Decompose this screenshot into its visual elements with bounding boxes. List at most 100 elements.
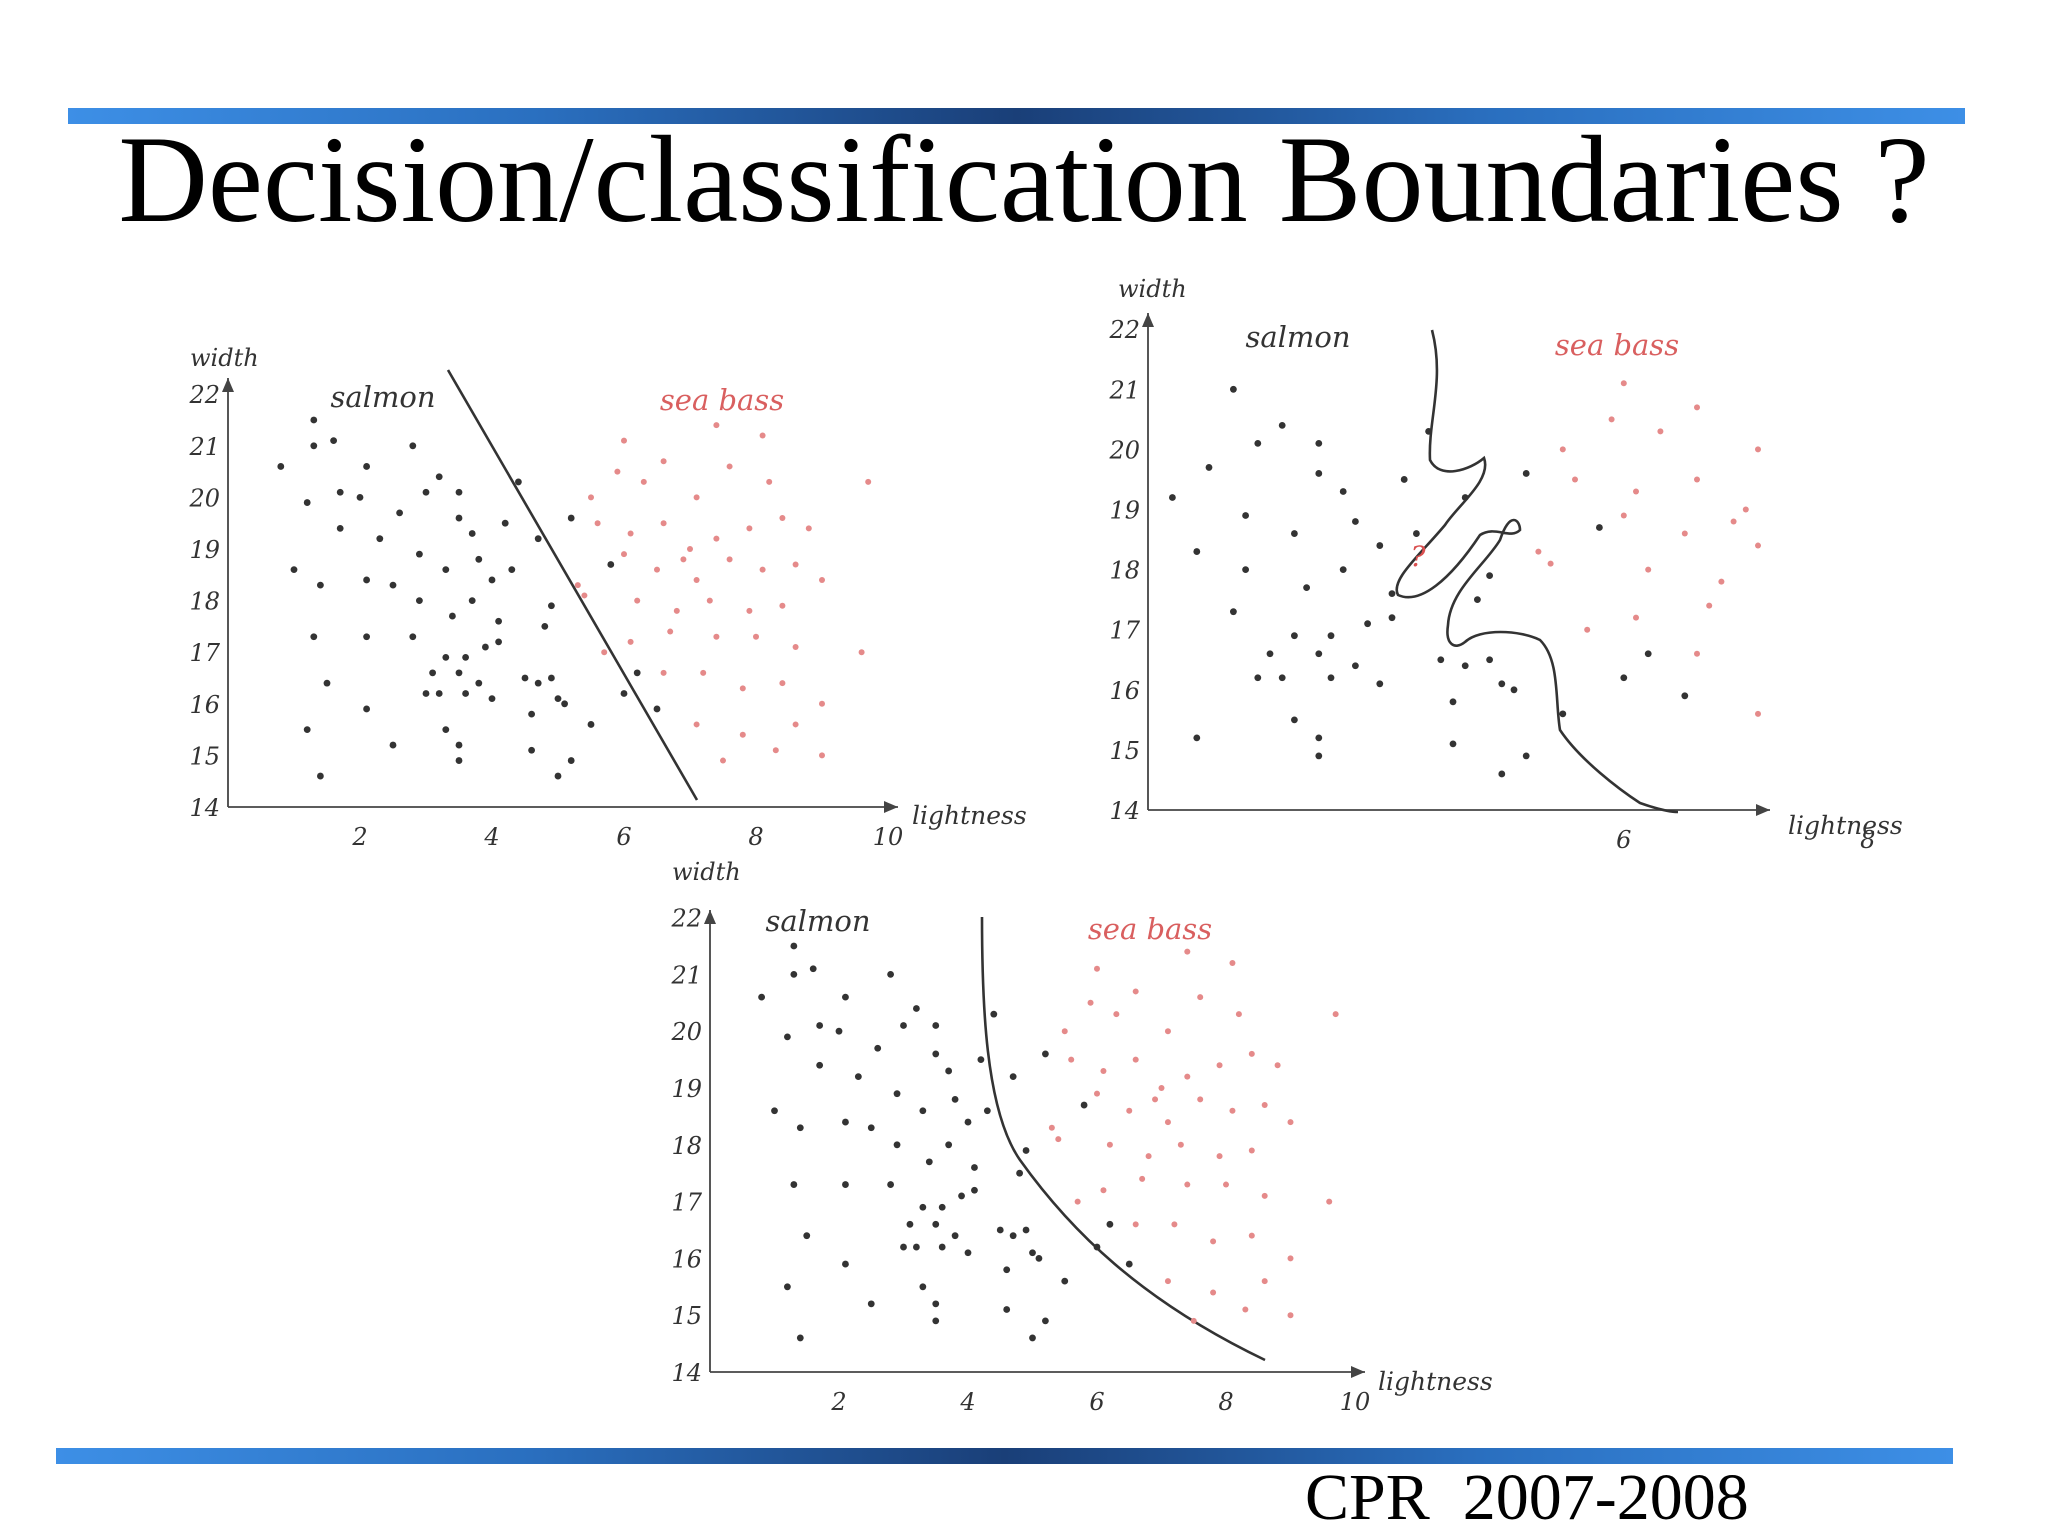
- panel1-seabass-point: [726, 556, 733, 563]
- panel1-seabass-point: [621, 437, 627, 444]
- panel3-ytick-label: 15: [671, 1302, 702, 1330]
- panel2-seabass-point: [1620, 512, 1627, 519]
- panel3-seabass-point: [1274, 1062, 1281, 1069]
- panel3-ytick-label: 20: [670, 1018, 702, 1046]
- panel3-seabass-point: [1190, 1317, 1197, 1324]
- panel1-seabass-point: [746, 607, 753, 614]
- panel3-seabass-point: [1164, 1119, 1171, 1126]
- panel1-y-arrow: [222, 378, 234, 392]
- panel1-xtick-label: 10: [873, 823, 904, 851]
- panel2-salmon-point: [1291, 716, 1298, 724]
- panel1-salmon-point: [462, 653, 469, 661]
- panel1-seabass-point: [700, 669, 707, 676]
- panel3-seabass-point: [1216, 1153, 1223, 1160]
- panel1-seabass-point: [739, 731, 746, 738]
- panel3-salmon-point: [1106, 1220, 1114, 1228]
- panel1-seabass-point: [792, 561, 799, 568]
- panel3-salmon-point: [913, 1243, 920, 1251]
- panel1-salmon-point: [495, 617, 502, 625]
- panel3-seabass-point: [1100, 1187, 1107, 1194]
- panel3-salmon-point: [919, 1107, 927, 1115]
- panel1-salmon-point: [442, 566, 450, 574]
- panel1-xtick-label: 8: [748, 823, 763, 851]
- panel3-x-arrow: [1351, 1366, 1365, 1378]
- panel1-seabass-point: [588, 494, 594, 501]
- panel1-seabass-point: [693, 721, 700, 728]
- panel1-seabass-point: [759, 566, 766, 573]
- panel3-salmon-point: [854, 1073, 862, 1081]
- panel3-salmon-point: [932, 1300, 940, 1308]
- panel3-salmon-point: [1093, 1243, 1101, 1251]
- panel1-salmon-point: [317, 581, 324, 589]
- panel2-seabass-point: [1706, 602, 1713, 609]
- panel1-salmon-point: [409, 633, 417, 641]
- panel2-salmon-point: [1388, 590, 1396, 598]
- panel3-seabass-point: [1061, 1028, 1068, 1035]
- panel3-decision-boundary: [980, 916, 1266, 1362]
- panel2-salmon-point: [1425, 427, 1432, 435]
- panel3-seabass-point: [1132, 1056, 1139, 1063]
- panel2-ytick-label: 17: [1109, 617, 1140, 645]
- panel2-class-label-sea-bass: sea bass: [1555, 328, 1679, 362]
- panel2-salmon-point: [1352, 518, 1359, 525]
- panel1-seabass-point: [634, 597, 641, 604]
- panel3-xtick-label: 6: [1089, 1388, 1104, 1416]
- panel3-salmon-point: [867, 1300, 875, 1308]
- panel1-salmon-point: [534, 679, 542, 687]
- panel3-seabass-point: [1287, 1255, 1294, 1262]
- panel3-salmon-point: [758, 993, 765, 1001]
- panel3-seabass-point: [1229, 960, 1236, 967]
- panel1-xtick-label: 2: [351, 823, 367, 851]
- panel1-seabass-point: [739, 685, 746, 692]
- panel3-ylabel: width: [672, 858, 741, 886]
- panel2-salmon-point: [1315, 752, 1323, 760]
- panel3-ytick-label: 14: [671, 1359, 702, 1387]
- panel1-salmon-point: [290, 566, 298, 574]
- panel2-seabass-point: [1559, 446, 1566, 453]
- panel3-salmon-point: [964, 1249, 972, 1257]
- panel3-seabass-point: [1087, 999, 1094, 1006]
- panel1-salmon-point: [554, 772, 562, 780]
- panel2-seabass-point: [1681, 530, 1688, 537]
- panel3-ytick-label: 19: [671, 1075, 702, 1103]
- panel1-salmon-point: [310, 442, 318, 450]
- panel2-salmon-point: [1254, 439, 1262, 447]
- panel2-salmon-point: [1498, 680, 1506, 688]
- panel1-salmon-point: [416, 597, 423, 604]
- panel1-salmon-point: [442, 726, 450, 733]
- panel3-seabass-point: [1248, 1050, 1255, 1057]
- panel2-salmon-point: [1230, 608, 1237, 616]
- panel3-salmon-point: [867, 1124, 875, 1132]
- panel1-seabass-point: [660, 520, 667, 527]
- panel3-salmon-point: [971, 1164, 978, 1171]
- panel1-seabass-point: [627, 638, 634, 645]
- panel3-seabass-point: [1152, 1096, 1159, 1103]
- panel3-seabass-point: [1106, 1141, 1113, 1148]
- panel1-seabass-point: [819, 576, 825, 583]
- panel1-seabass-point: [614, 468, 621, 475]
- panel1-salmon-point: [330, 437, 337, 445]
- panel1-seabass-point: [805, 525, 812, 532]
- panel3-salmon-point: [1029, 1334, 1036, 1342]
- panel2-seabass-point: [1608, 416, 1615, 423]
- panel1-salmon-point: [303, 726, 311, 733]
- panel3-salmon-point: [803, 1232, 811, 1240]
- panel2-ytick-label: 15: [1109, 737, 1140, 765]
- panel1-salmon-point: [534, 535, 542, 543]
- bottom-accent-bar: [56, 1448, 1953, 1464]
- panel1-ytick-label: 18: [189, 588, 220, 616]
- panel2-seabass-point: [1755, 710, 1761, 717]
- panel3-seabass-point: [1132, 1221, 1139, 1228]
- panel3-seabass-point: [1171, 1221, 1178, 1228]
- panel1-seabass-point: [819, 752, 825, 759]
- panel3-salmon-point: [784, 1283, 791, 1291]
- panel2-salmon-point: [1230, 385, 1237, 393]
- panel3-seabass-point: [1242, 1306, 1249, 1313]
- panel1-salmon-point: [435, 473, 443, 481]
- panel3-salmon-point: [887, 1181, 894, 1188]
- panel2-seabass-point: [1572, 476, 1578, 483]
- panel1-seabass-point: [779, 515, 786, 522]
- panel3-xlabel: lightness: [1378, 1367, 1493, 1396]
- panel2-salmon-point: [1169, 494, 1176, 501]
- panel3-salmon-point: [842, 1181, 849, 1188]
